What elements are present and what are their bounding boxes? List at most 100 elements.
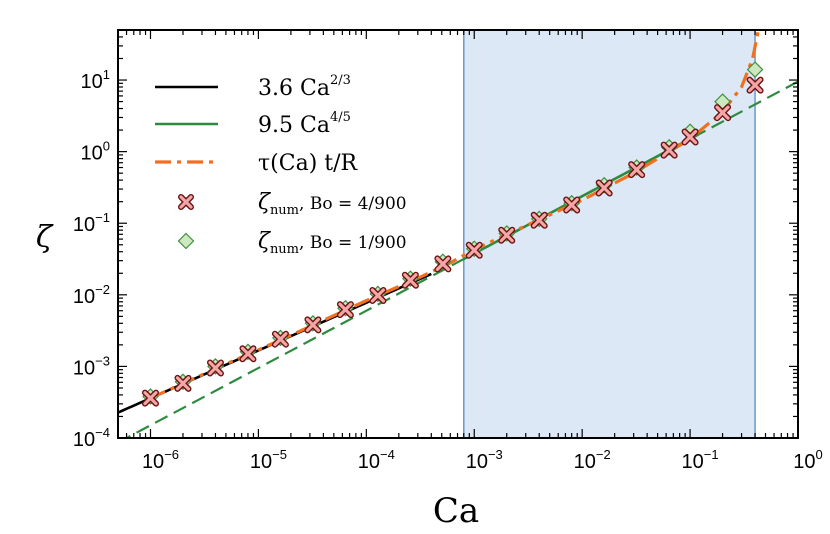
x-tick-label-base: 10 (250, 451, 272, 473)
legend-label-sup: 2/3 (330, 73, 351, 88)
cross-marker-fill (532, 213, 547, 228)
legend-label-sup: 4/5 (330, 110, 351, 125)
cross-marker-fill (435, 256, 450, 272)
cross-marker-fill (403, 273, 418, 288)
legend-label-main: ζ (258, 190, 272, 215)
cross-marker-fill (370, 288, 385, 303)
x-axis-label: Ca (433, 491, 479, 531)
cross-marker (714, 104, 732, 122)
x-tick-label-base: 10 (142, 451, 164, 473)
x-tick-label: 10−3 (466, 447, 503, 473)
y-tick-label: 101 (81, 67, 110, 93)
x-tick-label: 10−2 (574, 447, 611, 473)
cross-marker-fill (662, 143, 677, 158)
cross-marker (681, 128, 699, 146)
x-tick-label: 10−4 (358, 447, 395, 473)
y-tick-label-exp: 1 (103, 67, 110, 82)
legend-item-4: ζnum, Bo = 1/900 (177, 229, 407, 257)
y-axis-label: ζ (36, 220, 54, 255)
y-tick-label-base: 10 (73, 429, 95, 451)
cross-marker (595, 179, 613, 197)
y-tick-label-base: 10 (73, 357, 95, 379)
cross-marker (660, 141, 678, 159)
y-tick-label-exp: 0 (103, 139, 110, 154)
y-tick-label-base: 10 (73, 214, 95, 236)
legend-item-0: 3.6 Ca2/3 (155, 73, 351, 101)
cross-marker-fill (747, 77, 763, 93)
cross-marker-fill (499, 228, 514, 243)
legend-label-main: 3.6 Ca (258, 76, 330, 101)
cross-marker (498, 226, 516, 244)
legend-label: ζnum, Bo = 4/900 (258, 190, 407, 218)
y-tick-label-exp: −1 (95, 210, 110, 225)
cross-marker (746, 76, 764, 94)
y-tick-label-exp: −3 (95, 353, 110, 368)
y-tick-label: 10−3 (73, 353, 110, 379)
legend-label-sub: num (270, 203, 299, 218)
y-tick-label-exp: −4 (95, 425, 110, 440)
legend-swatch (177, 232, 195, 250)
cross-marker (239, 345, 257, 363)
legend-label-main: τ(Ca) t/R (258, 151, 359, 176)
x-tick-label-exp: −2 (596, 447, 611, 462)
cross-marker (304, 316, 322, 334)
axis-ticks: 10−6 10−5 10−4 10−3 10−2 10−1 10010−410−310−21… (73, 29, 823, 473)
y-tick-label: 10−1 (73, 210, 110, 236)
x-tick-label-base: 10 (466, 451, 488, 473)
cross-marker (369, 286, 387, 304)
legend-label-main: ζ (258, 229, 272, 254)
cross-marker-fill (564, 197, 579, 213)
cross-marker-fill (273, 332, 288, 347)
cross-marker (174, 374, 192, 392)
x-tick-label-base: 10 (682, 451, 704, 473)
cross-marker-fill (175, 376, 191, 391)
legend-label: 9.5 Ca4/5 (258, 110, 351, 138)
diamond-marker (746, 61, 764, 78)
x-tick-label-exp: 0 (816, 447, 823, 462)
legend-item-2: τ(Ca) t/R (155, 151, 359, 176)
y-tick-label-exp: −2 (95, 282, 110, 297)
cross-marker (336, 301, 354, 319)
y-tick-label-base: 10 (81, 71, 103, 93)
cross-marker-fill (338, 302, 353, 317)
x-tick-label: 10−5 (250, 447, 287, 473)
cross-marker-fill (597, 180, 612, 196)
legend-label-rest: , Bo = 4/900 (299, 194, 407, 214)
legend-label: τ(Ca) t/R (258, 151, 359, 176)
legend-swatch-fill (179, 195, 193, 209)
cross-marker (401, 271, 419, 289)
cross-marker-fill (467, 243, 482, 258)
y-tick-label: 10−4 (73, 425, 110, 451)
x-tick-label: 100 (793, 447, 822, 473)
legend-label: ζnum, Bo = 1/900 (258, 229, 407, 257)
cross-marker-fill (629, 162, 644, 177)
x-tick-label: 10−6 (142, 447, 179, 473)
y-tick-label-base: 10 (81, 143, 103, 165)
x-tick-label-exp: −4 (380, 447, 395, 462)
y-tick-label: 100 (81, 139, 110, 165)
legend-item-1: 9.5 Ca4/5 (155, 110, 351, 138)
cross-marker (271, 330, 289, 348)
x-tick-label-exp: −1 (704, 447, 719, 462)
x-tick-label-base: 10 (793, 451, 815, 473)
cross-marker (530, 211, 548, 229)
legend-label-main: 9.5 Ca (258, 113, 330, 138)
x-tick-label-exp: −5 (272, 447, 287, 462)
cross-marker (141, 389, 159, 407)
cross-marker-fill (143, 391, 158, 406)
x-tick-label: 10−1 (682, 447, 719, 473)
cross-marker (434, 255, 452, 273)
legend-label: 3.6 Ca2/3 (258, 73, 351, 101)
legend-label-rest: , Bo = 1/900 (299, 233, 407, 253)
x-tick-label-base: 10 (574, 451, 596, 473)
cross-marker-fill (240, 346, 256, 361)
cross-marker-fill (715, 105, 730, 120)
cross-marker-fill (208, 360, 223, 376)
series-markers (141, 61, 764, 407)
cross-marker (465, 241, 483, 259)
cross-marker (628, 161, 646, 179)
cross-marker-fill (682, 129, 698, 145)
cross-marker-fill (305, 317, 321, 332)
